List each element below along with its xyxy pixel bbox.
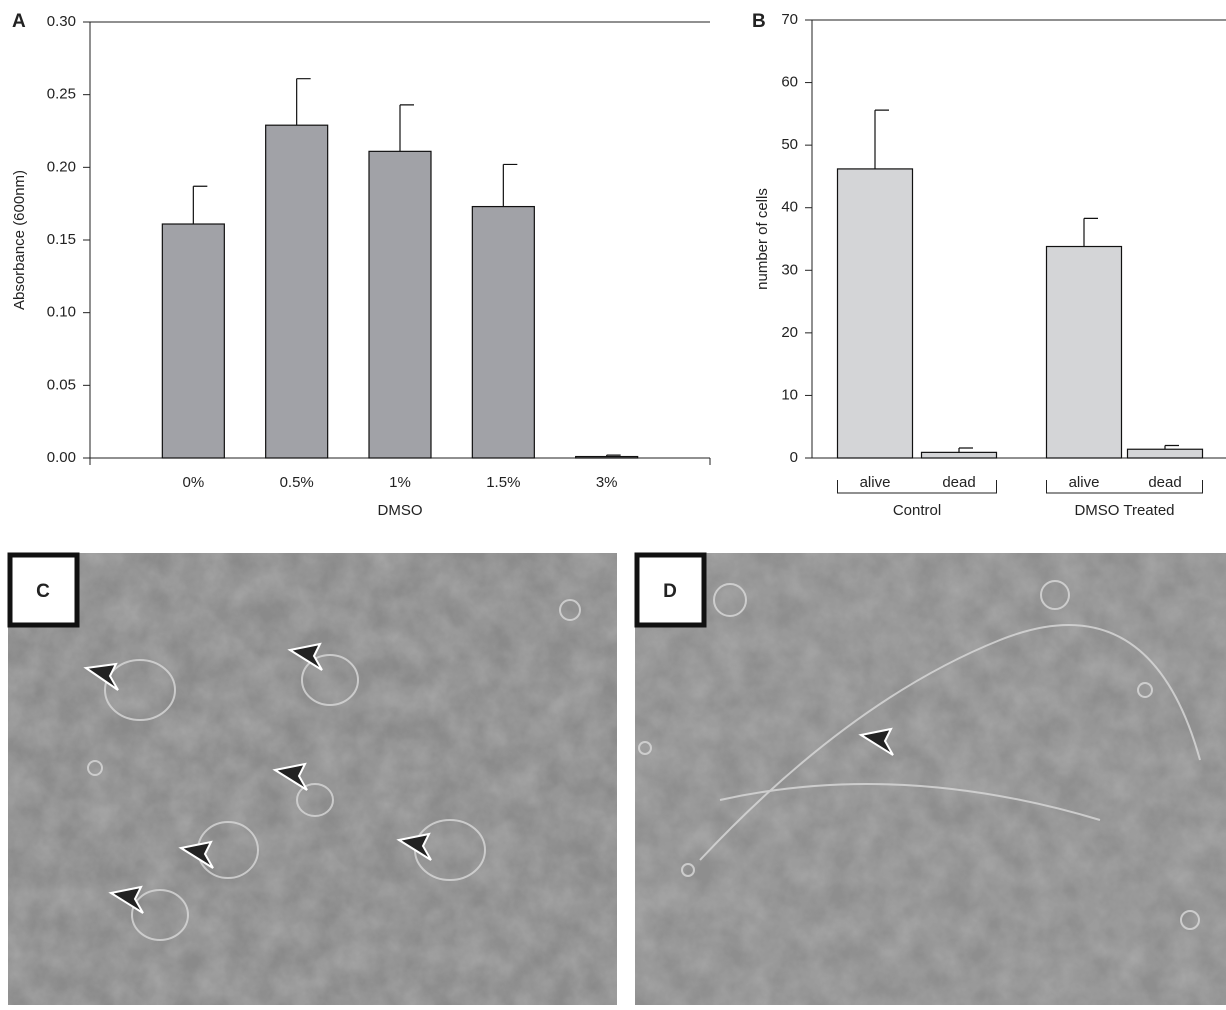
x-tick-label: dead — [1148, 474, 1181, 491]
y-tick-label: 0.25 — [47, 86, 76, 103]
panel-label: A — [12, 11, 26, 32]
y-axis-label: number of cells — [754, 188, 771, 290]
x-tick-label: 0% — [182, 474, 204, 491]
x-axis-label: DMSO — [378, 502, 423, 519]
bar — [1047, 247, 1122, 458]
x-tick-label: alive — [860, 474, 891, 491]
y-tick-label: 0.20 — [47, 158, 76, 175]
x-tick-label: 3% — [596, 474, 618, 491]
bar — [162, 224, 224, 458]
panel-label: D — [663, 581, 677, 602]
group-label: DMSO Treated — [1074, 502, 1174, 519]
panel-label: C — [36, 581, 50, 602]
micrograph-d — [635, 553, 1226, 1005]
y-tick-label: 0.15 — [47, 231, 76, 248]
bar — [922, 452, 997, 458]
figure: C D A 0.00 0.05 0.10 0.15 0.20 0.25 0.30 0% 0.5% 1% 1… — [0, 0, 1226, 1005]
error-bar — [503, 164, 517, 206]
y-tick-label: 70 — [781, 11, 798, 28]
bar — [472, 207, 534, 458]
micrograph-c — [8, 553, 617, 1005]
y-tick-label: 30 — [781, 261, 798, 278]
y-tick-label: 10 — [781, 386, 798, 403]
error-bar — [1084, 218, 1098, 246]
x-tick-label: alive — [1069, 474, 1100, 491]
x-tick-label: dead — [942, 474, 975, 491]
panel-label: B — [752, 11, 766, 32]
bar — [1128, 449, 1203, 458]
y-tick-label: 0.30 — [47, 13, 76, 30]
y-tick-label: 40 — [781, 199, 798, 216]
x-tick-label: 1.5% — [486, 474, 520, 491]
x-tick-label: 0.5% — [280, 474, 314, 491]
y-tick-label: 0.00 — [47, 449, 76, 466]
y-tick-label: 0 — [790, 449, 798, 466]
y-tick-label: 0.05 — [47, 376, 76, 393]
y-tick-label: 60 — [781, 74, 798, 91]
error-bar — [959, 448, 973, 452]
x-tick-label: 1% — [389, 474, 411, 491]
error-bar — [297, 79, 311, 126]
error-bar — [400, 105, 414, 152]
page: {"chart_data": [ {"type": "bar", "panel_… — [0, 0, 1226, 1005]
y-tick-label: 0.10 — [47, 304, 76, 321]
bar — [369, 151, 431, 458]
error-bar — [875, 110, 889, 169]
y-axis-label: Absorbance (600nm) — [11, 170, 28, 310]
group-label: Control — [893, 502, 941, 519]
y-tick-label: 20 — [781, 324, 798, 341]
bar — [838, 169, 913, 458]
y-tick-label: 50 — [781, 136, 798, 153]
error-bar — [193, 186, 207, 224]
bar — [576, 457, 638, 458]
bar — [266, 125, 328, 458]
